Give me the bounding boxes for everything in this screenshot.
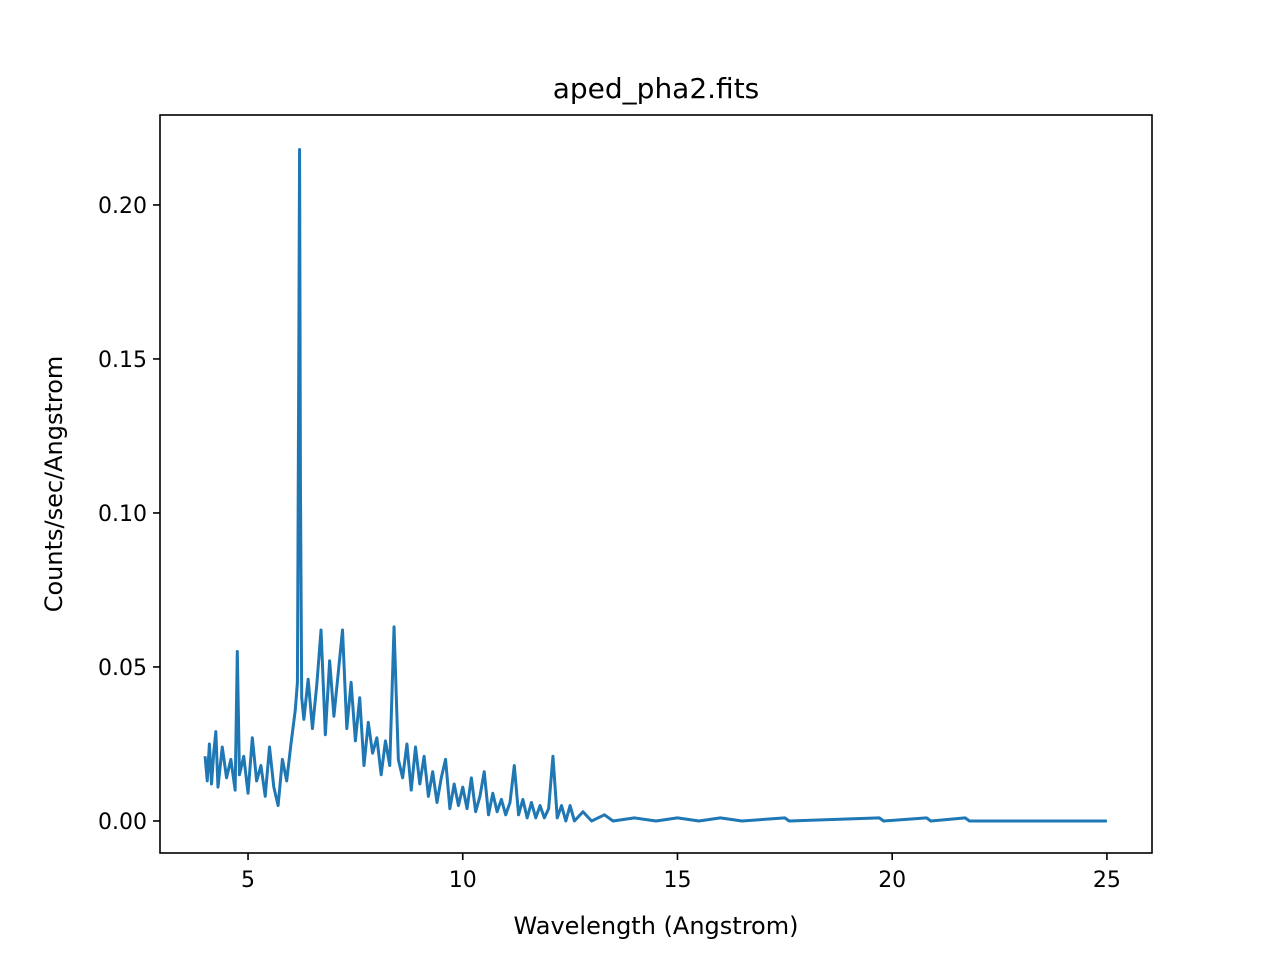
x-axis-label: Wavelength (Angstrom) — [514, 912, 799, 940]
chart-title: aped_pha2.fits — [553, 72, 760, 105]
x-tick-label: 10 — [449, 868, 477, 893]
x-tick-label: 5 — [241, 868, 255, 893]
x-tick-label: 25 — [1093, 868, 1121, 893]
x-tick-label: 20 — [878, 868, 906, 893]
y-tick-label: 0.00 — [98, 810, 147, 835]
x-tick-label: 15 — [663, 868, 691, 893]
y-tick-label: 0.05 — [98, 656, 147, 681]
y-tick-label: 0.20 — [98, 194, 147, 219]
y-axis-label: Counts/sec/Angstrom — [40, 356, 68, 613]
y-tick-label: 0.10 — [98, 502, 147, 527]
y-tick-label: 0.15 — [98, 348, 147, 373]
line-series — [203, 148, 1107, 823]
plot-frame — [159, 114, 1153, 854]
